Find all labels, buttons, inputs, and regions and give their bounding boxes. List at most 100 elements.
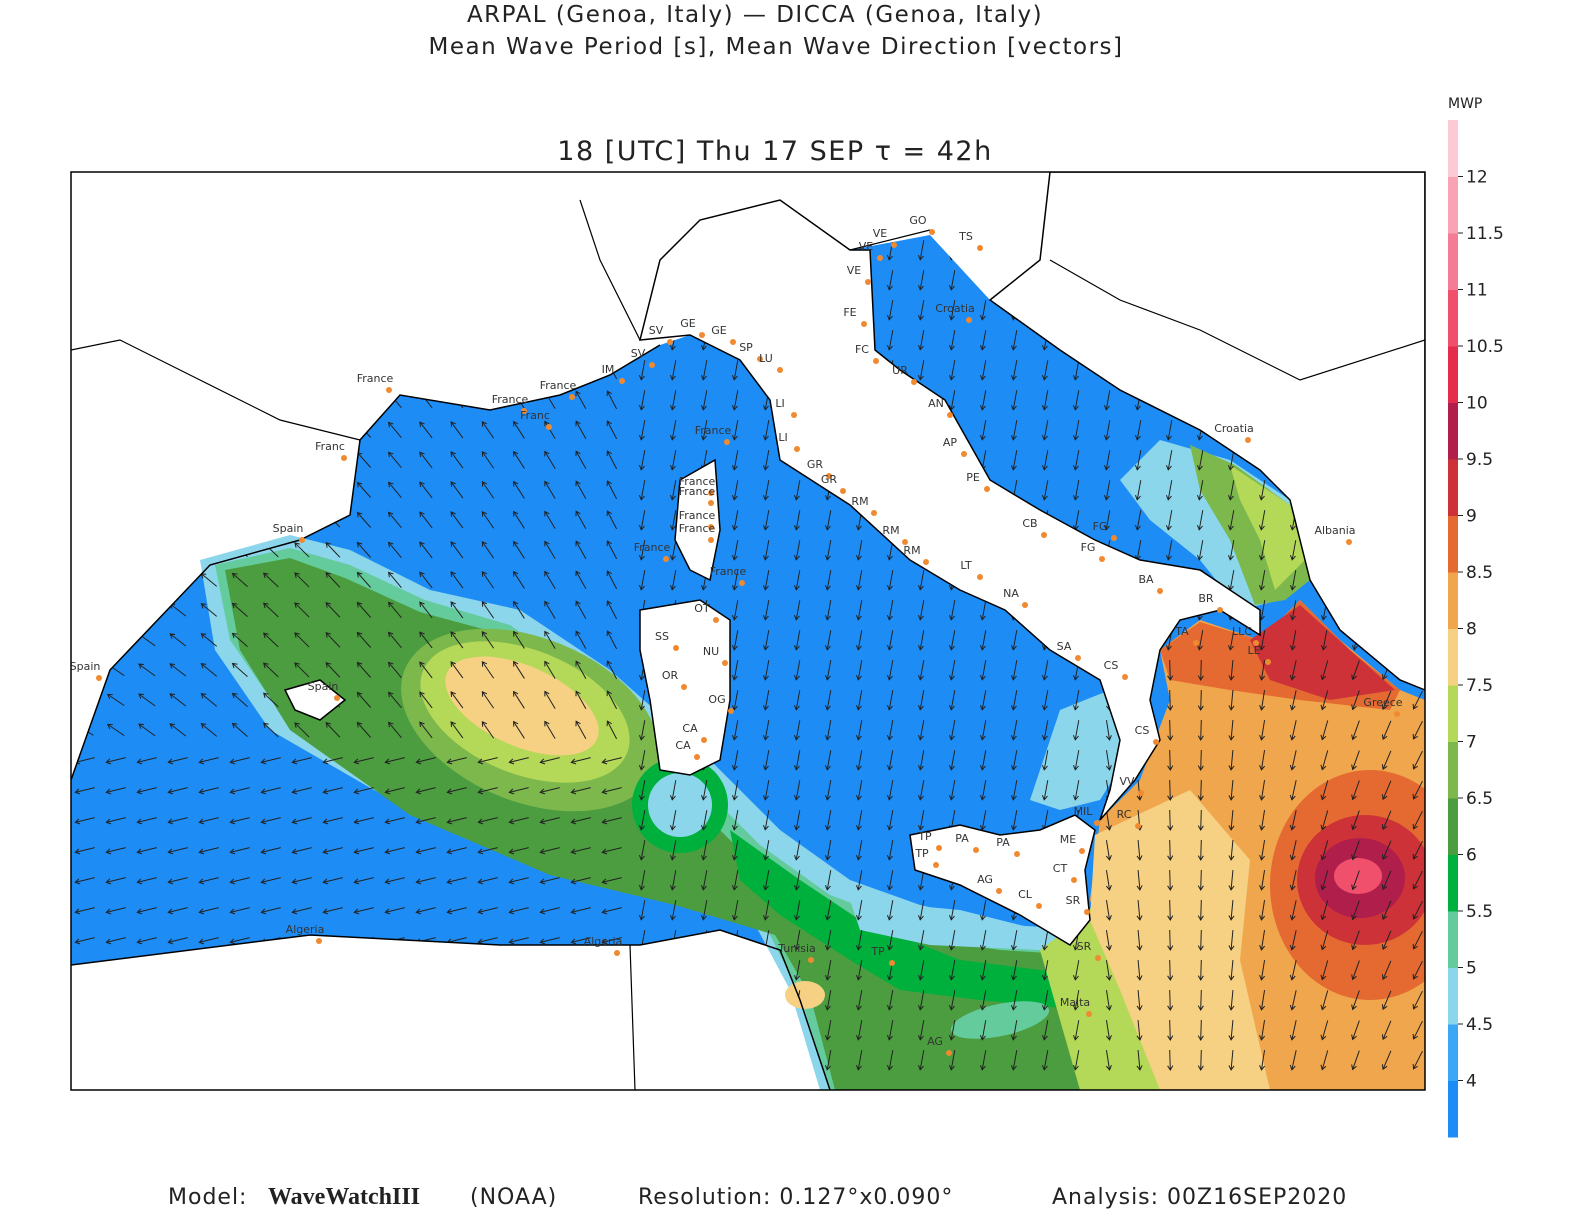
vector bbox=[74, 1027, 95, 1035]
vector bbox=[1320, 750, 1329, 771]
vector bbox=[855, 810, 863, 831]
vector bbox=[356, 661, 372, 678]
vector bbox=[262, 272, 279, 288]
vector bbox=[1227, 510, 1235, 531]
vector bbox=[979, 750, 987, 771]
vector bbox=[1197, 659, 1204, 681]
vector bbox=[1167, 989, 1174, 1011]
vector bbox=[544, 420, 556, 439]
vector bbox=[106, 723, 125, 737]
place-dot bbox=[891, 242, 897, 248]
vector bbox=[1197, 719, 1204, 741]
vector bbox=[513, 720, 525, 739]
vector bbox=[601, 1057, 622, 1065]
place-dot bbox=[911, 379, 917, 385]
vector bbox=[1072, 960, 1080, 981]
place-dot bbox=[1014, 851, 1020, 857]
vector bbox=[1167, 719, 1174, 741]
vector bbox=[260, 847, 281, 855]
vector bbox=[762, 690, 770, 711]
vector bbox=[1105, 840, 1112, 861]
vector bbox=[539, 967, 560, 975]
place-dot bbox=[977, 574, 983, 580]
place-dot bbox=[947, 412, 953, 418]
vector bbox=[415, 907, 436, 915]
vector bbox=[1289, 1020, 1297, 1041]
vector bbox=[294, 332, 310, 348]
vector bbox=[384, 907, 405, 915]
vector bbox=[200, 603, 218, 617]
vector bbox=[638, 720, 646, 741]
place-label: Spain bbox=[308, 680, 339, 693]
vector bbox=[700, 1050, 708, 1071]
place-label: Franc bbox=[315, 440, 345, 453]
place-label: RM bbox=[882, 524, 899, 537]
place-dot bbox=[1041, 532, 1047, 538]
vector bbox=[948, 600, 956, 621]
vector bbox=[294, 452, 310, 468]
vector bbox=[855, 990, 863, 1011]
vector bbox=[948, 900, 956, 921]
vector bbox=[575, 660, 587, 679]
place-label: SR bbox=[1066, 894, 1081, 907]
vector bbox=[1259, 660, 1266, 681]
vector bbox=[508, 997, 529, 1005]
vector bbox=[1351, 900, 1360, 921]
vector bbox=[544, 660, 556, 679]
vector bbox=[638, 960, 646, 981]
vector bbox=[638, 810, 646, 831]
vector bbox=[325, 572, 341, 588]
vector bbox=[1228, 839, 1235, 861]
place-label: VE bbox=[847, 264, 862, 277]
vector bbox=[793, 840, 801, 861]
vector bbox=[544, 510, 556, 529]
vector bbox=[1259, 690, 1266, 711]
place-dot bbox=[977, 245, 983, 251]
vector bbox=[825, 180, 830, 200]
vector bbox=[638, 540, 646, 561]
vector bbox=[260, 817, 281, 825]
vector bbox=[1010, 630, 1018, 651]
vector bbox=[1259, 750, 1266, 771]
vector bbox=[886, 870, 894, 891]
vector bbox=[231, 662, 248, 677]
vector bbox=[138, 333, 156, 347]
vector bbox=[105, 1027, 126, 1035]
colorbar-tick-label: 10 bbox=[1466, 394, 1488, 414]
vector bbox=[855, 690, 863, 711]
vector bbox=[1320, 690, 1329, 711]
vector bbox=[731, 840, 739, 861]
vector bbox=[917, 720, 925, 741]
vector bbox=[481, 480, 495, 499]
vector bbox=[200, 633, 218, 647]
vector bbox=[607, 211, 617, 229]
vector bbox=[167, 787, 188, 795]
vector bbox=[75, 544, 94, 556]
vector bbox=[481, 600, 495, 619]
colorbar-swatch bbox=[1448, 1080, 1458, 1138]
vector bbox=[513, 690, 525, 709]
vector bbox=[106, 453, 125, 467]
vector bbox=[106, 273, 125, 287]
vector bbox=[138, 723, 156, 737]
vector bbox=[762, 1050, 770, 1071]
vector bbox=[1197, 959, 1204, 981]
vector bbox=[481, 510, 495, 529]
vector bbox=[198, 967, 219, 975]
place-dot bbox=[1193, 640, 1199, 646]
vector bbox=[229, 937, 250, 945]
place-dot bbox=[699, 332, 705, 338]
vector bbox=[419, 301, 433, 319]
vector bbox=[762, 420, 770, 441]
place-label: MIL bbox=[1074, 805, 1094, 818]
place-label: France bbox=[695, 424, 732, 437]
colorbar-tick-label: 11 bbox=[1466, 281, 1488, 301]
place-dot bbox=[649, 362, 655, 368]
vector bbox=[793, 930, 801, 951]
place-dot bbox=[1394, 711, 1400, 717]
place-dot bbox=[973, 847, 979, 853]
vector bbox=[387, 241, 402, 259]
vector bbox=[387, 631, 402, 649]
vector bbox=[75, 574, 94, 586]
vector bbox=[887, 180, 892, 200]
